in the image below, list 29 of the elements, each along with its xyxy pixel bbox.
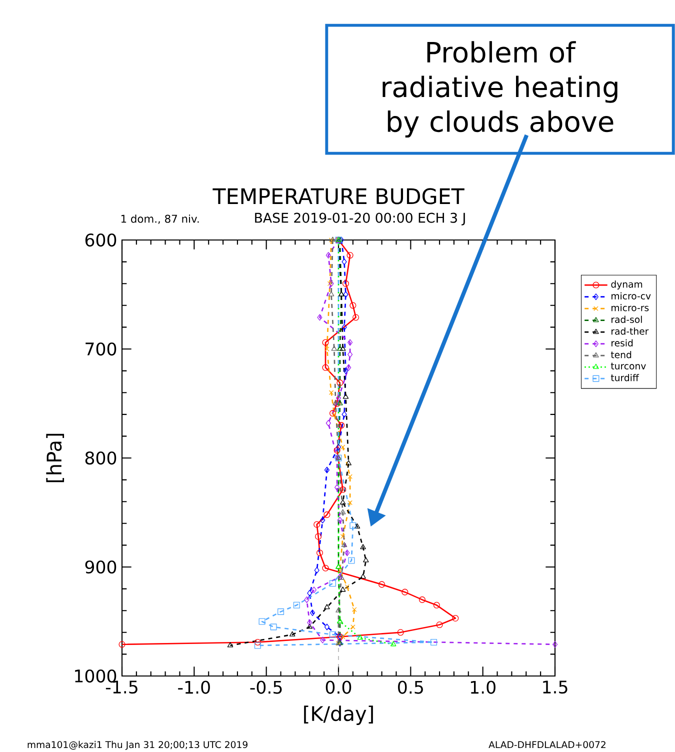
x-tick-label: -0.5 xyxy=(250,680,282,694)
x-tick-label: 1.0 xyxy=(470,680,496,694)
legend-label: tend xyxy=(610,351,632,358)
legend-label: micro-cv xyxy=(612,292,651,300)
y-tick-label: 900 xyxy=(85,560,116,574)
chart-title: TEMPERATURE BUDGET xyxy=(212,188,464,204)
legend-label: micro-rs xyxy=(612,304,649,312)
text: ALAD-DHFDLALAD+0072 xyxy=(488,741,606,748)
x-axis-title: [K/day] xyxy=(304,706,373,725)
x-tick-label: 1.5 xyxy=(543,680,568,694)
legend-label: rad-ther xyxy=(612,328,649,335)
y-tick-label: 800 xyxy=(85,451,116,465)
y-tick-label: 700 xyxy=(86,342,116,356)
text: 1 dom., 87 niv. xyxy=(121,214,199,224)
x-tick-label: 0.5 xyxy=(398,680,423,694)
y-tick-label: 600 xyxy=(85,233,116,247)
x-tick-label: -1.0 xyxy=(178,680,210,694)
x-tick-label: 0.0 xyxy=(326,680,352,694)
legend-label: turconv xyxy=(610,362,646,370)
legend-label: dynam xyxy=(611,280,642,290)
legend-label: turdiff xyxy=(610,374,640,382)
y-axis-title: [hPa] xyxy=(46,434,64,482)
chart-subtitle: BASE 2019-01-20 00:00 ECH 3 J xyxy=(255,212,465,226)
text: mma101@kazi1 Thu Jan 31 20;00;13 UTC 2019 xyxy=(28,740,248,750)
legend-label: resid xyxy=(612,339,633,346)
x-tick-label: -1.5 xyxy=(106,680,138,694)
legend-label: rad-sol xyxy=(612,316,642,323)
y-tick-label: 1000 xyxy=(75,669,116,683)
text: Problem of radiative heating by clouds above xyxy=(382,41,618,138)
